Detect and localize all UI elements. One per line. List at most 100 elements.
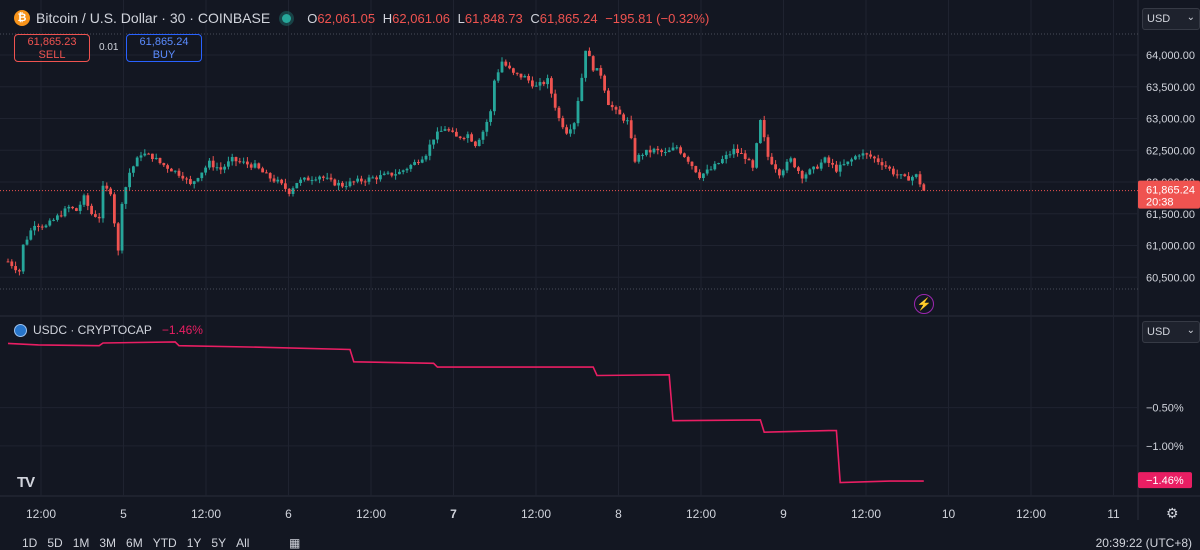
candle-body <box>873 156 876 159</box>
candle-body <box>223 166 226 170</box>
candle-body <box>766 137 770 157</box>
candle-body <box>200 172 204 179</box>
candle-body <box>242 161 245 163</box>
bitcoin-icon: ₿ <box>14 10 30 26</box>
candle-body <box>515 72 519 74</box>
symbol-title[interactable]: Bitcoin / U.S. Dollar · 30 · COINBASE <box>36 10 271 26</box>
candle-body <box>572 123 576 130</box>
countdown-label: 20:38 <box>1146 197 1174 209</box>
candle-body <box>268 173 272 179</box>
candle-body <box>249 164 253 168</box>
candle-body <box>52 219 55 221</box>
candle-body <box>227 161 230 167</box>
candle-body <box>778 169 781 176</box>
candle-body <box>158 157 162 164</box>
candle-body <box>854 156 857 160</box>
candle-body <box>679 147 682 154</box>
candle-body <box>565 127 568 134</box>
candle-body <box>63 208 67 217</box>
candle-body <box>132 166 135 173</box>
indicator-title[interactable]: USDC · CRYPTOCAP <box>33 323 152 337</box>
candle-body <box>310 179 314 181</box>
candle-body <box>512 68 515 73</box>
candle-body <box>86 195 90 206</box>
candle-body <box>322 176 325 178</box>
candle-body <box>648 149 652 153</box>
x-tick-label: 10 <box>942 507 956 521</box>
candle-body <box>124 187 128 204</box>
candle-body <box>774 164 777 170</box>
candle-body <box>538 82 542 86</box>
currency-select-main[interactable]: USD ⌄ <box>1142 8 1200 30</box>
candle-body <box>770 156 774 165</box>
candle-body <box>641 154 644 156</box>
candle-body <box>139 155 143 158</box>
candle-body <box>857 155 861 157</box>
sell-button[interactable]: 61,865.23 SELL <box>14 34 90 62</box>
range-all[interactable]: All <box>236 536 250 550</box>
candle-body <box>557 107 561 119</box>
candle-body <box>432 139 435 145</box>
candle-body <box>189 179 192 184</box>
range-3m[interactable]: 3M <box>99 536 117 550</box>
candle-body <box>546 78 549 85</box>
candle-body <box>500 61 504 73</box>
candle-body <box>234 157 238 162</box>
currency-main-label: USD <box>1147 13 1171 25</box>
candle-body <box>607 90 610 106</box>
range-1d[interactable]: 1D <box>22 536 38 550</box>
candle-body <box>914 174 918 177</box>
candle-body <box>751 160 755 168</box>
candle-body <box>477 139 481 146</box>
candle-body <box>903 174 907 177</box>
indicator-header: USDC · CRYPTOCAP −1.46% <box>14 323 203 337</box>
range-ytd[interactable]: YTD <box>152 536 177 550</box>
candle-body <box>356 178 359 182</box>
range-5y[interactable]: 5Y <box>211 536 227 550</box>
candle-body <box>272 178 276 182</box>
candle-body <box>386 172 390 174</box>
candle-body <box>303 177 306 180</box>
candle-body <box>371 177 375 179</box>
clock-readout[interactable]: 20:39:22 (UTC+8) <box>1095 536 1192 550</box>
candle-body <box>314 179 318 181</box>
range-5d[interactable]: 5D <box>47 536 63 550</box>
candle-body <box>436 131 439 140</box>
candle-body <box>470 134 473 142</box>
tradingview-logo-icon[interactable]: TV <box>17 474 35 491</box>
candle-body <box>569 129 572 134</box>
candle-body <box>698 172 701 179</box>
candle-body <box>789 158 793 162</box>
candle-body <box>78 204 82 211</box>
chevron-down-icon: ⌄ <box>1186 12 1195 23</box>
lightning-icon[interactable]: ⚡ <box>914 294 934 314</box>
candle-body <box>401 170 405 172</box>
candle-body <box>151 153 154 160</box>
candle-body <box>671 147 675 151</box>
candle-body <box>382 173 386 176</box>
currency-select-indicator[interactable]: USD ⌄ <box>1142 321 1200 343</box>
candle-body <box>496 72 500 81</box>
candle-body <box>413 162 416 165</box>
x-tick-label: 7 <box>450 507 457 521</box>
candle-body <box>888 166 891 169</box>
candle-body <box>113 194 116 224</box>
candle-body <box>667 150 671 153</box>
candle-body <box>420 159 424 163</box>
range-1m[interactable]: 1M <box>72 536 90 550</box>
candle-body <box>523 75 527 78</box>
settings-gear-icon[interactable]: ⚙ <box>1166 505 1179 521</box>
sell-price: 61,865.23 <box>27 36 77 48</box>
candle-body <box>542 82 546 85</box>
candle-body <box>29 230 33 240</box>
buy-button[interactable]: 61,865.24 BUY <box>126 34 202 62</box>
candle-body <box>629 120 633 139</box>
range-6m[interactable]: 6M <box>126 536 143 550</box>
candle-body <box>325 177 329 179</box>
candle-body <box>485 121 489 132</box>
range-1y[interactable]: 1Y <box>186 536 202 550</box>
candle-body <box>527 75 530 81</box>
last-price-label: 61,865.24 <box>1146 185 1195 197</box>
calendar-icon[interactable]: ▦ <box>289 536 301 550</box>
